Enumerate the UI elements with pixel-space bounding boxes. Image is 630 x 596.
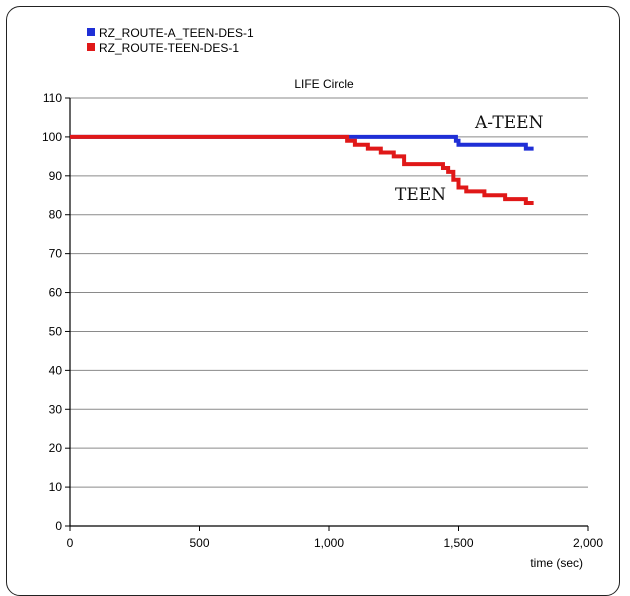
- y-tick-label: 20: [49, 441, 63, 455]
- legend-swatch-teen: [87, 43, 95, 51]
- x-tick-label: 500: [189, 536, 209, 550]
- life-circle-chart: 0 10 20 30 40 50 60 70 80 90 100 110 0 500 1,000 1,500 2…: [42, 26, 603, 570]
- y-tick-label: 110: [43, 91, 62, 105]
- series-line-teen: [70, 134, 534, 206]
- tick-labels: 0 10 20 30 40 50 60 70 80 90 100 110 0 500 1,000 1,500 2…: [42, 91, 603, 550]
- x-tick-label: 0: [67, 536, 74, 550]
- y-tick-label: 80: [49, 208, 63, 222]
- y-tick-label: 50: [49, 324, 63, 338]
- x-tick-label: 1,000: [314, 536, 344, 550]
- legend: RZ_ROUTE-A_TEEN-DES-1 RZ_ROUTE-TEEN-DES-…: [87, 26, 254, 55]
- y-tick-label: 70: [49, 247, 63, 261]
- y-tick-label: 100: [42, 130, 62, 144]
- series-line-a-teen: [70, 134, 534, 151]
- y-tick-label: 0: [55, 519, 62, 533]
- y-tick-label: 60: [49, 286, 63, 300]
- legend-label-teen: RZ_ROUTE-TEEN-DES-1: [99, 41, 239, 55]
- x-axis-label: time (sec): [530, 556, 583, 570]
- chart-title: LIFE Circle: [294, 77, 354, 91]
- grid-lines: [70, 97, 588, 488]
- annotation-teen: TEEN: [395, 185, 446, 205]
- legend-swatch-a-teen: [87, 28, 95, 36]
- y-tick-label: 30: [49, 402, 63, 416]
- x-tick-label: 2,000: [573, 536, 603, 550]
- series-lines: [70, 134, 534, 206]
- y-tick-label: 90: [49, 169, 63, 183]
- annotation-a-teen: A-TEEN: [474, 113, 544, 133]
- y-tick-label: 10: [49, 480, 63, 494]
- y-tick-label: 40: [49, 363, 63, 377]
- axes: [65, 97, 589, 531]
- x-tick-label: 1,500: [443, 536, 473, 550]
- legend-label-a-teen: RZ_ROUTE-A_TEEN-DES-1: [99, 26, 254, 40]
